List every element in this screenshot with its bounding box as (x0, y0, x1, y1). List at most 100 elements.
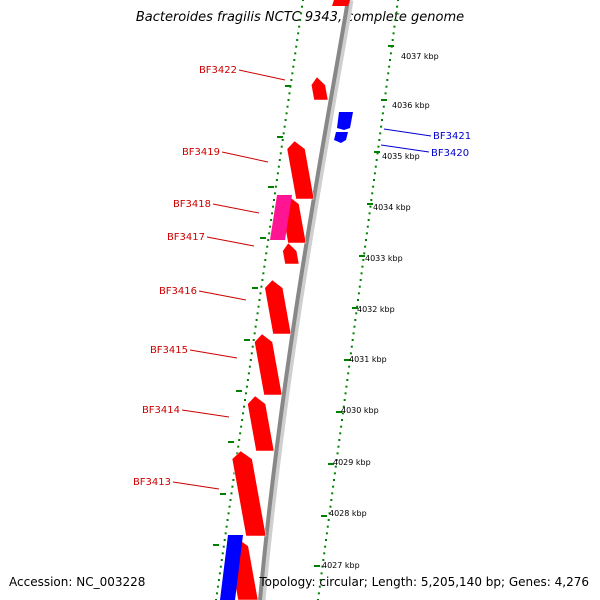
leader-line (206, 236, 255, 247)
gene-labels: BF3422 BF3419 BF3418 BF3417 BF3416 BF3415 BF34… (133, 65, 471, 488)
ring-dot (337, 445, 340, 448)
ring-dot (252, 339, 255, 341)
gene-label: BF3422 (199, 65, 237, 76)
inner-tick-ring (215, 0, 304, 600)
kbp-label: 4033 kbp (365, 254, 403, 263)
ring-dot (251, 345, 254, 348)
ring-dot (257, 305, 260, 308)
gene-bf3419 (286, 140, 315, 200)
ring-dot (328, 512, 331, 515)
ring-dot (259, 292, 262, 295)
gene-bf3421 (337, 112, 353, 130)
ring-dot (355, 312, 358, 315)
ring-dot (339, 432, 342, 435)
ring-dot (250, 352, 253, 355)
ring-dot (346, 379, 349, 381)
ring-dot (241, 419, 244, 421)
ring-dot (287, 99, 290, 101)
ring-dot (240, 425, 243, 428)
ring-dot (382, 105, 385, 108)
ring-dot (332, 485, 335, 488)
ring-dot (267, 239, 270, 241)
ring-dot (321, 565, 324, 568)
ring-dot (338, 439, 341, 441)
ring-dot (249, 359, 252, 361)
ring-dot (341, 419, 343, 421)
gene-label: BF3414 (142, 405, 180, 416)
ring-dot (269, 225, 272, 228)
kbp-label: 4037 kbp (401, 52, 439, 61)
ring-dot (376, 152, 379, 155)
gene-bf3413 (231, 450, 267, 537)
ring-dot (256, 312, 259, 315)
ring-dot (301, 5, 304, 8)
ring-dot (274, 185, 277, 188)
ring-dot (322, 559, 325, 561)
genes (220, 0, 353, 600)
gene-label: BF3419 (182, 147, 220, 158)
ring-dot (268, 232, 271, 235)
ring-dot (276, 172, 279, 175)
ring-dot (385, 85, 388, 88)
ring-dot (292, 65, 295, 68)
ring-dot (253, 332, 256, 335)
ring-dot (393, 25, 396, 28)
ring-dot (242, 412, 245, 415)
ring-dot (342, 405, 345, 408)
ring-dot (275, 179, 278, 181)
ring-dot (229, 499, 232, 501)
ring-dot (358, 285, 361, 288)
ring-dot (348, 365, 351, 368)
ring-dot (273, 192, 276, 195)
ring-dot (327, 519, 330, 521)
ring-dot (281, 139, 284, 141)
leader-line (198, 290, 247, 301)
ring-dot (397, 0, 399, 1)
ring-dot (228, 505, 231, 508)
ring-dot (273, 199, 275, 201)
ring-dot (323, 552, 326, 555)
outer-tick-ring (317, 0, 399, 600)
ring-dot (367, 219, 370, 221)
gene-label: BF3421 (433, 131, 471, 142)
ring-dot (318, 585, 321, 588)
ring-dot (220, 559, 223, 561)
ring-dot (258, 299, 261, 301)
ring-dot (260, 285, 263, 288)
ring-dot (215, 592, 218, 595)
ring-dot (277, 165, 280, 168)
gene-bf3420 (334, 132, 348, 143)
ring-dot (320, 572, 323, 575)
ring-dot (248, 365, 251, 368)
ring-dot (386, 79, 389, 81)
leader-line (221, 151, 269, 163)
ring-dot (218, 572, 221, 575)
ring-dot (366, 225, 369, 228)
ring-dot (361, 265, 364, 268)
ring-dot (294, 52, 297, 55)
ring-dot (300, 12, 303, 15)
ring-dot (262, 272, 265, 275)
ring-dot (347, 372, 350, 375)
ring-dot (317, 592, 320, 595)
ring-dot (379, 132, 382, 135)
kbp-label: 4027 kbp (322, 561, 360, 570)
ring-dot (343, 399, 346, 401)
ring-dot (272, 205, 275, 208)
ring-dot (371, 192, 374, 195)
ring-dot (246, 379, 249, 381)
ring-dot (357, 299, 359, 301)
ring-dot (302, 0, 304, 1)
ring-dot (325, 539, 327, 541)
ring-dot (225, 525, 228, 528)
backbone-line (258, 0, 350, 600)
ring-dot (375, 159, 378, 161)
gene-label: BF3413 (133, 477, 171, 488)
ring-dot (279, 152, 282, 155)
ring-dot (340, 425, 343, 428)
ring-dot (236, 452, 239, 455)
genome-backbone (258, 0, 354, 600)
ring-dot (232, 479, 235, 481)
ring-dot (288, 92, 291, 95)
ring-dot (266, 245, 269, 248)
